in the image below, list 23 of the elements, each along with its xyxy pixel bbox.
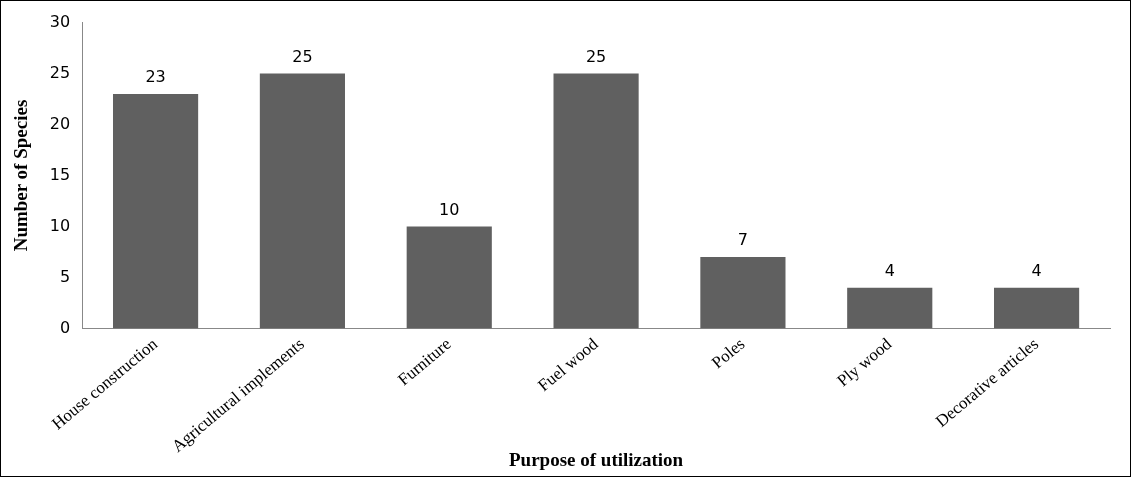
bar: [700, 257, 786, 329]
data-label: 4: [884, 260, 895, 280]
data-label: 10: [439, 199, 460, 219]
data-label: 25: [585, 46, 607, 66]
y-tick-label: 5: [59, 266, 71, 286]
bar: [553, 73, 639, 329]
y-tick-label: 10: [49, 215, 71, 235]
bar: [113, 93, 199, 329]
y-tick-label: 20: [49, 113, 71, 133]
x-axis-title: Purpose of utilization: [508, 448, 684, 470]
y-tick-label: 0: [59, 317, 71, 337]
bar: [406, 226, 492, 329]
data-label: 25: [292, 46, 313, 66]
y-tick-label: 15: [49, 164, 71, 184]
bar: [259, 73, 345, 329]
y-tick-label: 30: [49, 11, 71, 31]
data-label: 7: [737, 230, 749, 250]
data-label: 4: [1031, 260, 1042, 280]
y-axis-title: Number of Species: [10, 99, 32, 252]
y-tick-label: 25: [49, 62, 71, 82]
bar: [994, 287, 1080, 329]
data-label: 23: [145, 67, 166, 87]
bar: [847, 287, 933, 329]
